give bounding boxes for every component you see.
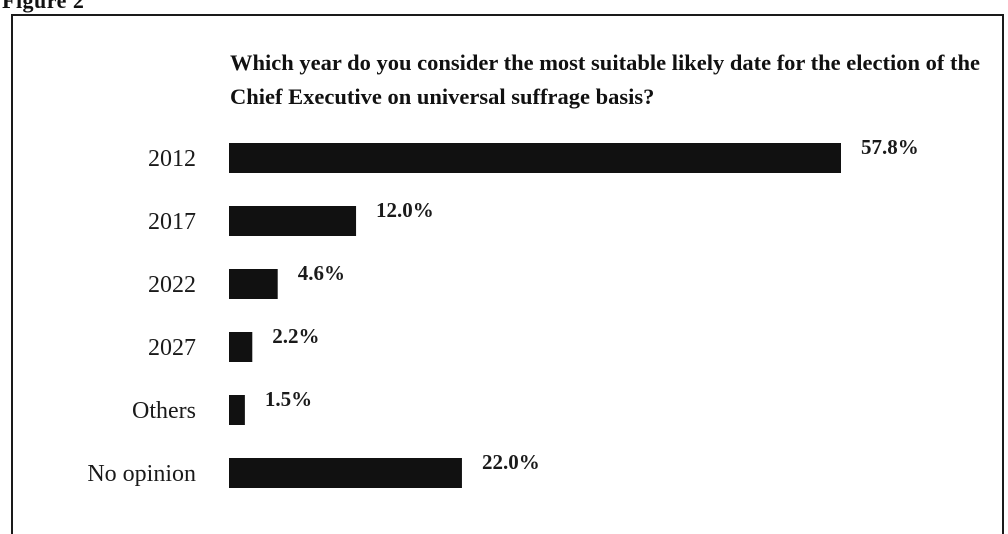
value-label: 22.0%	[482, 450, 540, 474]
bar	[229, 269, 278, 299]
category-label: 2022	[148, 272, 196, 298]
figure-label: Figure 2	[2, 0, 85, 13]
category-label: 2027	[148, 335, 196, 361]
bar	[229, 458, 462, 488]
value-label: 4.6%	[298, 261, 345, 285]
bar	[229, 143, 841, 173]
bars-layer: 2012 57.8% 2017 12.0% 2022 4.6% 2027 2.2% Others…	[87, 135, 919, 488]
value-label: 57.8%	[861, 135, 919, 159]
value-label: 1.5%	[265, 387, 312, 411]
category-label: 2012	[148, 146, 196, 172]
bar	[229, 395, 245, 425]
category-label: 2017	[148, 209, 196, 235]
value-label: 2.2%	[272, 324, 319, 348]
chart-title: Which year do you consider the most suit…	[230, 50, 980, 109]
bar	[229, 206, 357, 236]
category-label: No opinion	[87, 461, 196, 487]
value-label: 12.0%	[376, 198, 434, 222]
chart-frame	[11, 14, 1004, 534]
category-label: Others	[132, 398, 196, 424]
bar	[229, 332, 253, 362]
